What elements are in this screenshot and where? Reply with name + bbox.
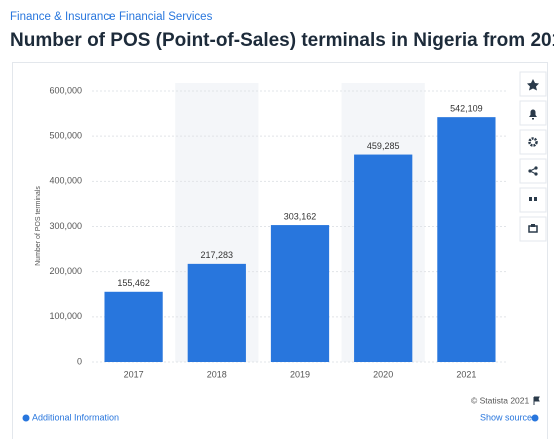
data-label: 459,285: [367, 141, 400, 151]
y-tick-label: 400,000: [49, 176, 82, 186]
bar: [187, 263, 246, 362]
data-label: 155,462: [117, 278, 150, 288]
source-icon[interactable]: [531, 414, 539, 422]
breadcrumb-link[interactable]: Financial Services: [119, 11, 213, 23]
cite-button[interactable]: [519, 187, 547, 213]
toolbar: [519, 71, 547, 242]
show-source-link[interactable]: Show source: [480, 412, 532, 422]
y-tick-label: 600,000: [49, 85, 82, 95]
bar: [104, 291, 163, 362]
settings-button[interactable]: [519, 129, 547, 155]
favorite-button[interactable]: [519, 71, 547, 97]
credit: © Statista 2021: [471, 395, 530, 405]
bar: [354, 154, 413, 362]
share-button[interactable]: [519, 158, 547, 184]
alert-button[interactable]: [519, 100, 547, 126]
plot: 0 100,000 200,000 300,000 400,000 500,000 600,…: [49, 83, 508, 379]
y-tick-label: 200,000: [49, 266, 82, 276]
breadcrumb-separator: ›: [108, 11, 112, 23]
breadcrumb-link[interactable]: Finance & Insurance: [10, 11, 115, 23]
y-tick-label: 0: [77, 356, 82, 366]
info-icon[interactable]: [22, 414, 30, 422]
y-axis-title: Number of POS terminals: [35, 186, 42, 266]
flag-icon: [533, 396, 540, 405]
y-tick-label: 300,000: [49, 221, 82, 231]
data-label: 217,283: [201, 250, 234, 260]
y-tick-label: 100,000: [49, 311, 82, 321]
bar: [437, 117, 496, 363]
x-tick-label: 2020: [373, 369, 393, 379]
additional-info-link[interactable]: Additional Information: [32, 412, 119, 422]
x-tick-label: 2017: [124, 369, 144, 379]
x-tick-label: 2018: [207, 369, 227, 379]
page-title: Number of POS (Point-of-Sales) terminals…: [10, 30, 554, 51]
x-tick-label: 2019: [290, 369, 310, 379]
print-button[interactable]: [519, 216, 547, 242]
bar: [270, 225, 330, 362]
data-label: 303,162: [284, 211, 317, 221]
y-tick-label: 500,000: [49, 131, 82, 141]
data-label: 542,109: [450, 104, 483, 114]
x-tick-label: 2021: [456, 369, 476, 379]
